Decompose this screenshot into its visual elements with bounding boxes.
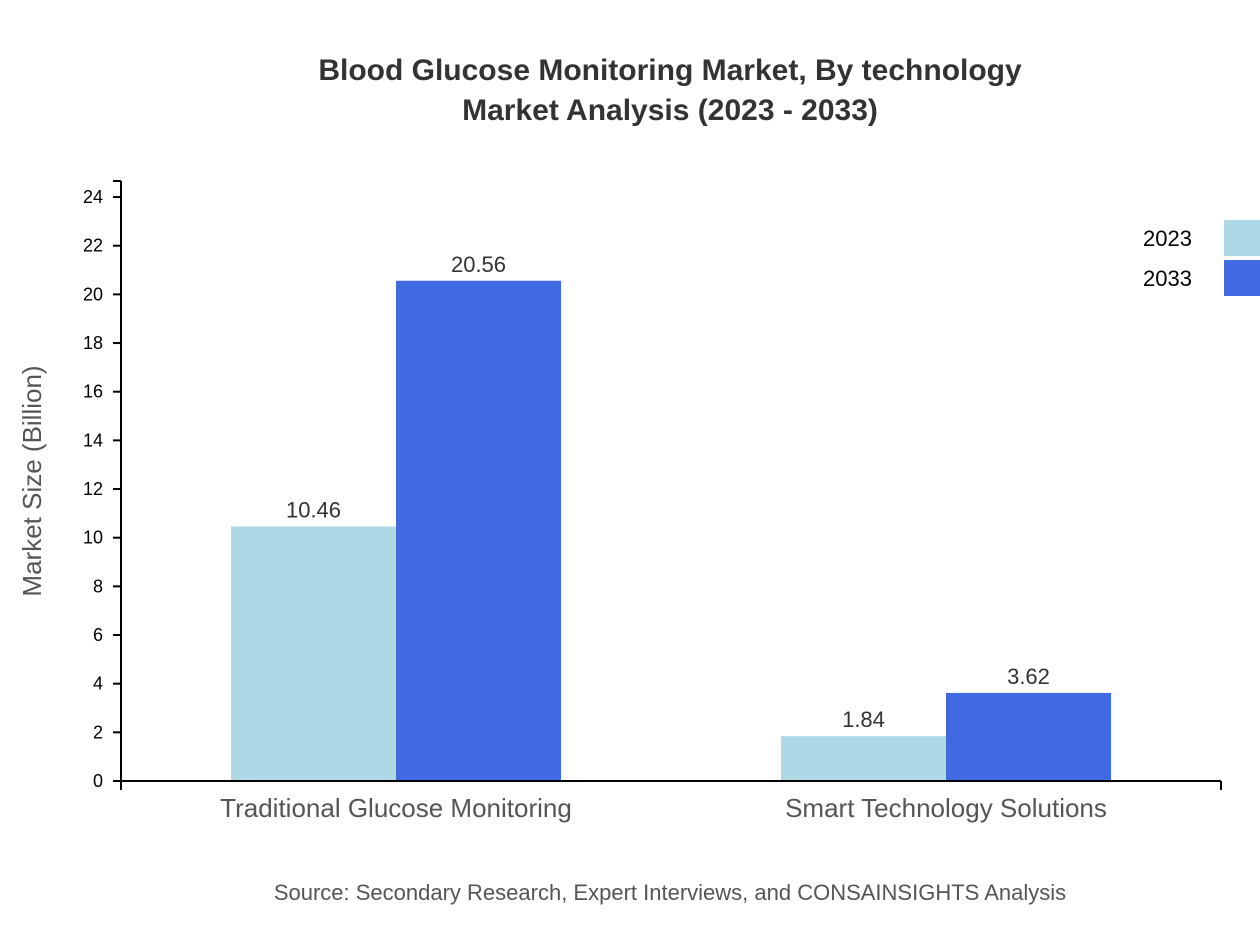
y-tick-label: 6 bbox=[93, 625, 103, 645]
bar-2033-1 bbox=[946, 692, 1111, 781]
bar-2023-1 bbox=[781, 736, 946, 781]
y-tick-label: 2 bbox=[93, 722, 103, 742]
x-tick-label: Smart Technology Solutions bbox=[785, 793, 1107, 823]
y-tick-label: 20 bbox=[83, 284, 103, 304]
data-label: 1.84 bbox=[842, 707, 885, 732]
y-tick-label: 10 bbox=[83, 528, 103, 548]
y-tick-label: 0 bbox=[93, 771, 103, 791]
data-label: 10.46 bbox=[286, 497, 341, 522]
legend-label: 2033 bbox=[1143, 266, 1192, 291]
y-tick-label: 8 bbox=[93, 576, 103, 596]
x-tick-label: Traditional Glucose Monitoring bbox=[220, 793, 572, 823]
data-label: 3.62 bbox=[1007, 664, 1050, 689]
chart-subtitle: Market Analysis (2023 - 2033) bbox=[462, 94, 878, 127]
y-tick-label: 22 bbox=[83, 236, 103, 256]
y-tick-label: 12 bbox=[83, 479, 103, 499]
y-tick-label: 14 bbox=[83, 430, 103, 450]
legend-label: 2023 bbox=[1143, 226, 1192, 251]
chart-title: Blood Glucose Monitoring Market, By tech… bbox=[318, 54, 1022, 87]
y-tick-label: 18 bbox=[83, 333, 103, 353]
data-label: 20.56 bbox=[451, 252, 506, 277]
legend-swatch-2033 bbox=[1224, 260, 1260, 296]
y-tick-label: 16 bbox=[83, 382, 103, 402]
y-axis-label: Market Size (Billion) bbox=[17, 365, 47, 596]
legend-swatch-2023 bbox=[1224, 220, 1260, 256]
source-note: Source: Secondary Research, Expert Inter… bbox=[274, 880, 1066, 905]
y-tick-label: 24 bbox=[83, 187, 103, 207]
bar-2033-0 bbox=[396, 280, 561, 781]
y-tick-label: 4 bbox=[93, 674, 103, 694]
bar-2023-0 bbox=[231, 526, 396, 781]
